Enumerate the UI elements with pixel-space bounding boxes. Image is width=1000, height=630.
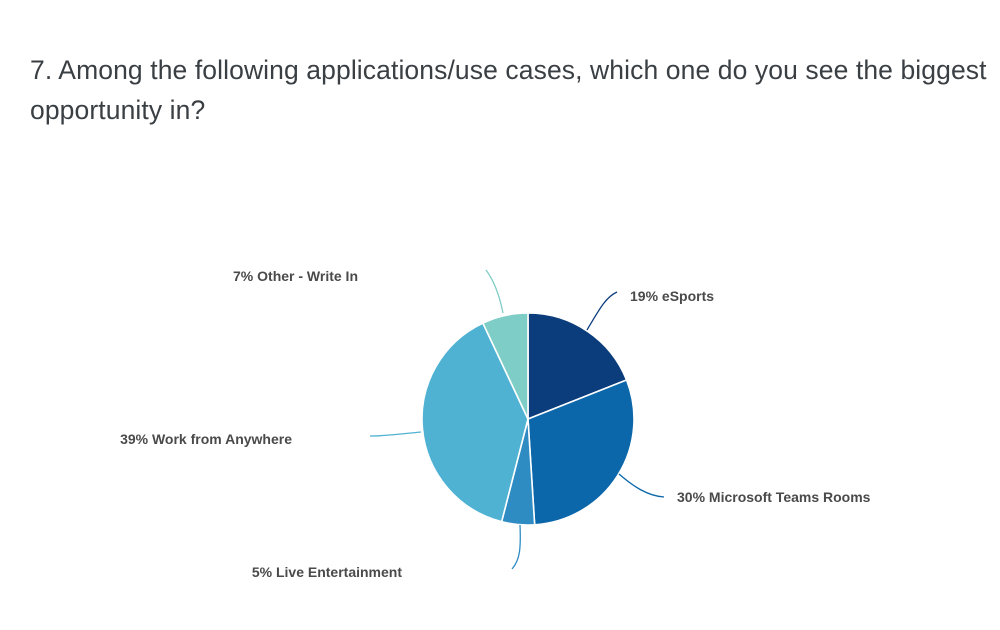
pie-labels: 19% eSports 30% Microsoft Teams Rooms 5% L… bbox=[120, 268, 871, 580]
leader-line bbox=[511, 524, 521, 570]
leader-line bbox=[369, 431, 422, 437]
leader-line bbox=[586, 291, 618, 331]
slice-label: 19% eSports bbox=[630, 288, 714, 304]
pie-slice-microsoft-teams-rooms bbox=[527, 379, 635, 526]
question-title: 7. Among the following applications/use … bbox=[30, 55, 987, 125]
pie-slice-other-write-in bbox=[482, 312, 529, 420]
pie-slices bbox=[421, 312, 635, 526]
pie-slice-esports bbox=[527, 312, 628, 420]
pie-slice-work-from-anywhere bbox=[421, 322, 529, 523]
pie-leader-lines bbox=[369, 269, 665, 570]
slice-label: 7% Other - Write In bbox=[233, 268, 358, 284]
leader-line bbox=[485, 269, 504, 314]
slice-label: 39% Work from Anywhere bbox=[120, 431, 292, 447]
leader-line bbox=[618, 473, 665, 498]
slice-label: 5% Live Entertainment bbox=[252, 564, 402, 580]
slice-label: 30% Microsoft Teams Rooms bbox=[677, 489, 871, 505]
